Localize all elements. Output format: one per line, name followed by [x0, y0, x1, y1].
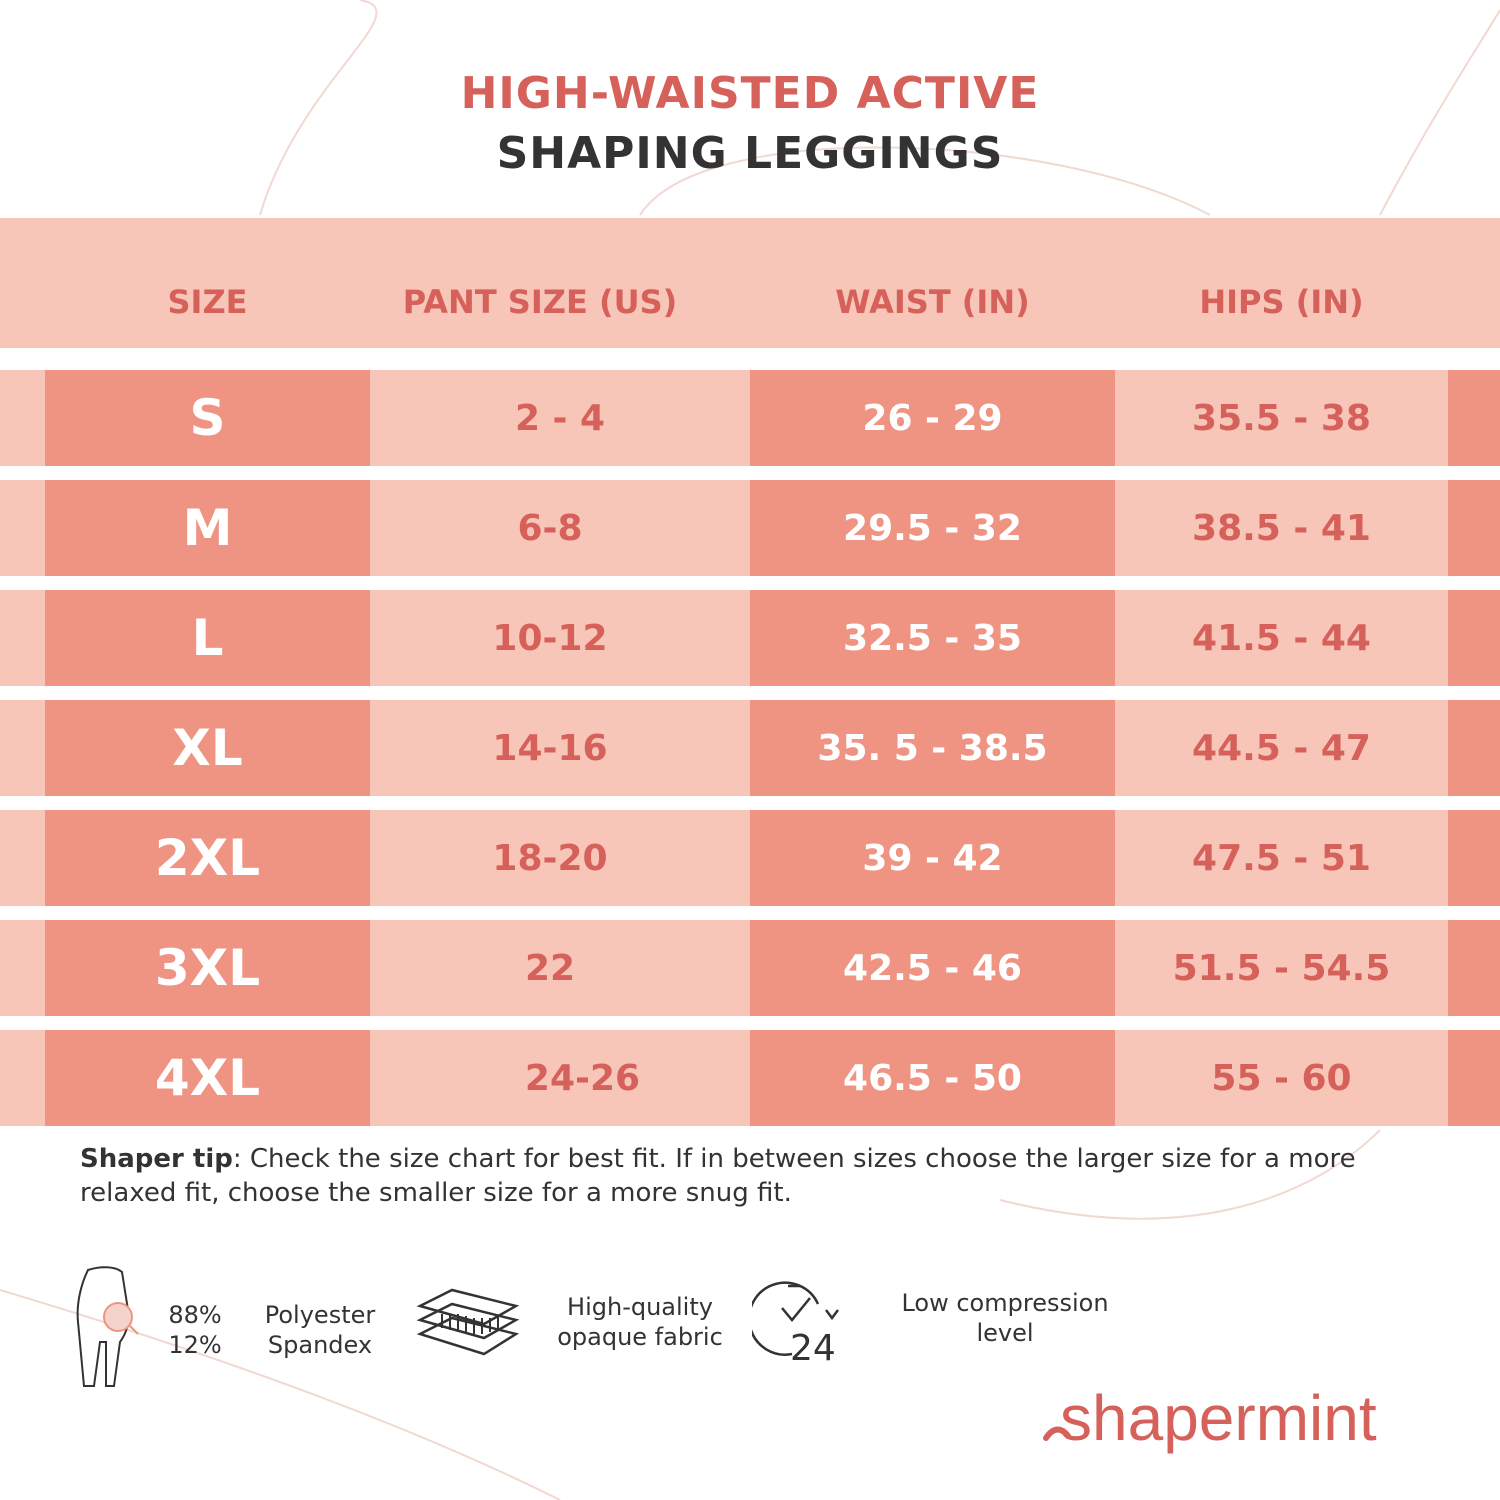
table-row: 4XL 24-26 46.5 - 50 55 - 60 — [0, 1030, 1500, 1126]
shapermint-logo: shapermint — [1043, 1382, 1377, 1454]
header-waist: WAIST (IN) — [835, 283, 1030, 321]
leggings-icon — [76, 1266, 139, 1387]
clock-24-icon: 24 — [752, 1281, 839, 1364]
material-names: Polyester Spandex — [250, 1300, 390, 1360]
compression-line-1: Low compression — [901, 1289, 1109, 1317]
compression-description: Low compression level — [890, 1288, 1120, 1348]
hips-cell: 35.5 - 38 — [1115, 370, 1448, 466]
pant-size-cell: 22 — [370, 920, 730, 1016]
fabric-description: High-quality opaque fabric — [545, 1292, 735, 1352]
hips-cell: 41.5 - 44 — [1115, 590, 1448, 686]
table-row: M 6-8 29.5 - 32 38.5 - 41 — [0, 480, 1500, 576]
material-percentages: 88% 12% — [160, 1300, 230, 1360]
waist-cell: 26 - 29 — [750, 370, 1115, 466]
table-row: 2XL 18-20 39 - 42 47.5 - 51 — [0, 810, 1500, 906]
header-size: SIZE — [167, 283, 248, 321]
size-cell: XL — [45, 700, 370, 796]
waist-cell: 35. 5 - 38.5 — [750, 700, 1115, 796]
shaper-tip-label: Shaper tip — [80, 1144, 233, 1174]
fabric-layers-icon — [416, 1288, 520, 1356]
shaper-tip-text: : Check the size chart for best fit. If … — [80, 1144, 1356, 1208]
clock-number: 24 — [790, 1328, 836, 1364]
table-row: S 2 - 4 26 - 29 35.5 - 38 — [0, 370, 1500, 466]
percent-spandex: 12% — [168, 1331, 222, 1359]
title-line-1: HIGH-WAISTED ACTIVE — [460, 68, 1040, 119]
table-header-band — [0, 218, 1500, 348]
hips-cell: 44.5 - 47 — [1115, 700, 1448, 796]
hips-cell: 55 - 60 — [1115, 1030, 1448, 1126]
size-cell: 3XL — [45, 920, 370, 1016]
table-row: 3XL 22 42.5 - 46 51.5 - 54.5 — [0, 920, 1500, 1016]
table-row: XL 14-16 35. 5 - 38.5 44.5 - 47 — [0, 700, 1500, 796]
pant-size-cell: 10-12 — [370, 590, 730, 686]
waist-cell: 42.5 - 46 — [750, 920, 1115, 1016]
size-cell: S — [45, 370, 370, 466]
size-cell: M — [45, 480, 370, 576]
waist-cell: 32.5 - 35 — [750, 590, 1115, 686]
compression-line-2: level — [976, 1319, 1034, 1347]
pant-size-cell: 2 - 4 — [370, 370, 750, 466]
percent-polyester: 88% — [168, 1301, 222, 1329]
size-cell: 2XL — [45, 810, 370, 906]
pant-size-cell: 6-8 — [370, 480, 730, 576]
brand-wordmark: shapermint — [1060, 1382, 1377, 1454]
title-line-2: SHAPING LEGGINGS — [496, 128, 1004, 179]
hips-cell: 38.5 - 41 — [1115, 480, 1448, 576]
size-cell: 4XL — [45, 1030, 370, 1126]
waist-cell: 39 - 42 — [750, 810, 1115, 906]
hips-cell: 51.5 - 54.5 — [1115, 920, 1448, 1016]
table-row: L 10-12 32.5 - 35 41.5 - 44 — [0, 590, 1500, 686]
material-spandex: Spandex — [267, 1331, 373, 1359]
pant-size-cell: 14-16 — [370, 700, 730, 796]
waist-cell: 46.5 - 50 — [750, 1030, 1115, 1126]
pant-size-cell: 24-26 — [370, 1030, 795, 1126]
waist-cell: 29.5 - 32 — [750, 480, 1115, 576]
header-hips: HIPS (IN) — [1199, 283, 1364, 321]
fabric-line-2: opaque fabric — [557, 1323, 723, 1351]
hips-cell: 47.5 - 51 — [1115, 810, 1448, 906]
pant-size-cell: 18-20 — [370, 810, 730, 906]
shaper-tip: Shaper tip: Check the size chart for bes… — [80, 1142, 1420, 1210]
size-cell: L — [45, 590, 370, 686]
header-pant-size: PANT SIZE (US) — [402, 283, 678, 321]
material-polyester: Polyester — [264, 1301, 376, 1329]
fabric-line-1: High-quality — [567, 1293, 713, 1321]
